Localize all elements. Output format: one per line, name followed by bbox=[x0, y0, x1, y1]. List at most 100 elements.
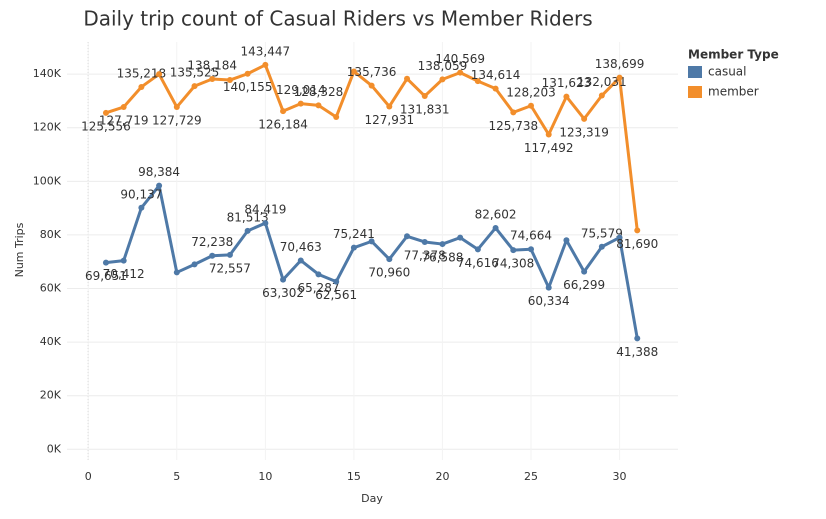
data-label: 127,729 bbox=[152, 114, 202, 128]
data-label: 75,241 bbox=[333, 227, 375, 241]
point bbox=[421, 238, 428, 245]
point bbox=[156, 71, 163, 78]
point bbox=[563, 93, 570, 100]
point bbox=[350, 68, 357, 75]
data-label: 74,664 bbox=[510, 229, 552, 243]
data-label: 140,155 bbox=[223, 80, 273, 94]
point bbox=[315, 271, 322, 278]
point bbox=[102, 259, 109, 266]
point bbox=[315, 102, 322, 109]
point bbox=[598, 92, 605, 99]
point bbox=[138, 83, 145, 90]
point bbox=[439, 76, 446, 83]
point bbox=[244, 70, 251, 77]
data-label: 138,184 bbox=[187, 59, 237, 73]
data-label: 81,513 bbox=[227, 210, 269, 224]
data-label: 132,031 bbox=[577, 75, 627, 89]
point bbox=[209, 76, 216, 83]
chart-title: Daily trip count of Casual Riders vs Mem… bbox=[83, 7, 592, 31]
data-label: 77,378 bbox=[404, 248, 446, 262]
point bbox=[280, 276, 287, 283]
point bbox=[386, 103, 393, 110]
point bbox=[421, 93, 428, 100]
data-label: 128,203 bbox=[506, 85, 556, 99]
point bbox=[404, 233, 411, 240]
point bbox=[634, 227, 641, 234]
data-label: 74,308 bbox=[492, 257, 534, 271]
point bbox=[173, 269, 180, 276]
point bbox=[244, 227, 251, 234]
data-label: 135,218 bbox=[117, 66, 167, 80]
point bbox=[510, 247, 517, 254]
data-label: 138,059 bbox=[418, 59, 468, 73]
data-label: 72,557 bbox=[209, 261, 251, 275]
y-tick-label: 0K bbox=[47, 442, 62, 455]
point bbox=[545, 131, 552, 138]
y-tick-label: 20K bbox=[40, 389, 62, 402]
data-label: 131,831 bbox=[400, 103, 450, 117]
y-axis-label: Num Trips bbox=[13, 222, 26, 277]
data-label: 41,388 bbox=[616, 345, 658, 359]
data-label: 128,328 bbox=[294, 85, 344, 99]
data-label: 66,299 bbox=[563, 278, 605, 292]
legend-label: casual bbox=[708, 65, 747, 79]
point bbox=[209, 252, 216, 259]
x-tick-label: 15 bbox=[347, 470, 361, 483]
data-label: 123,319 bbox=[559, 125, 609, 139]
data-label: 72,238 bbox=[191, 235, 233, 249]
point bbox=[156, 182, 163, 189]
legend-label: member bbox=[708, 85, 759, 99]
data-label: 75,579 bbox=[581, 226, 623, 240]
legend-title: Member Type bbox=[688, 48, 779, 62]
data-label: 69,651 bbox=[85, 269, 127, 283]
point bbox=[404, 75, 411, 82]
data-label: 90,137 bbox=[120, 187, 162, 201]
y-tick-label: 40K bbox=[40, 335, 62, 348]
y-tick-label: 140K bbox=[33, 67, 62, 80]
point bbox=[634, 335, 641, 342]
data-label: 127,719 bbox=[99, 114, 149, 128]
data-label: 76,588 bbox=[421, 251, 463, 265]
data-label: 138,699 bbox=[595, 57, 645, 71]
data-label: 81,690 bbox=[616, 237, 658, 251]
point bbox=[297, 257, 304, 264]
data-label: 125,556 bbox=[81, 119, 131, 133]
point bbox=[350, 244, 357, 251]
point bbox=[474, 246, 481, 253]
data-label: 135,736 bbox=[347, 65, 397, 79]
data-label: 60,334 bbox=[528, 294, 570, 308]
x-tick-label: 20 bbox=[435, 470, 449, 483]
data-label: 63,302 bbox=[262, 286, 304, 300]
data-label: 62,561 bbox=[315, 288, 357, 302]
data-label: 82,602 bbox=[475, 207, 517, 221]
point bbox=[598, 243, 605, 250]
point bbox=[439, 241, 446, 248]
point bbox=[191, 261, 198, 268]
point bbox=[457, 69, 464, 76]
point bbox=[120, 104, 127, 111]
point bbox=[474, 78, 481, 85]
point bbox=[386, 256, 393, 263]
data-label: 70,960 bbox=[368, 266, 410, 280]
point bbox=[173, 104, 180, 111]
data-label: 127,931 bbox=[365, 113, 415, 127]
y-tick-label: 100K bbox=[33, 174, 62, 187]
data-label: 117,492 bbox=[524, 141, 574, 155]
point bbox=[138, 204, 145, 211]
x-axis-label: Day bbox=[361, 492, 383, 505]
data-label: 125,738 bbox=[488, 119, 538, 133]
x-tick-label: 0 bbox=[85, 470, 92, 483]
data-label: 134,614 bbox=[471, 68, 521, 82]
legend-swatch bbox=[688, 66, 702, 78]
point bbox=[616, 74, 623, 81]
data-label: 126,184 bbox=[258, 118, 308, 132]
point bbox=[368, 238, 375, 245]
x-tick-label: 5 bbox=[173, 470, 180, 483]
legend-swatch bbox=[688, 86, 702, 98]
data-label: 98,384 bbox=[138, 165, 180, 179]
data-label: 84,419 bbox=[244, 203, 286, 217]
x-tick-label: 30 bbox=[613, 470, 627, 483]
point bbox=[226, 77, 233, 84]
series-line bbox=[105, 184, 639, 339]
